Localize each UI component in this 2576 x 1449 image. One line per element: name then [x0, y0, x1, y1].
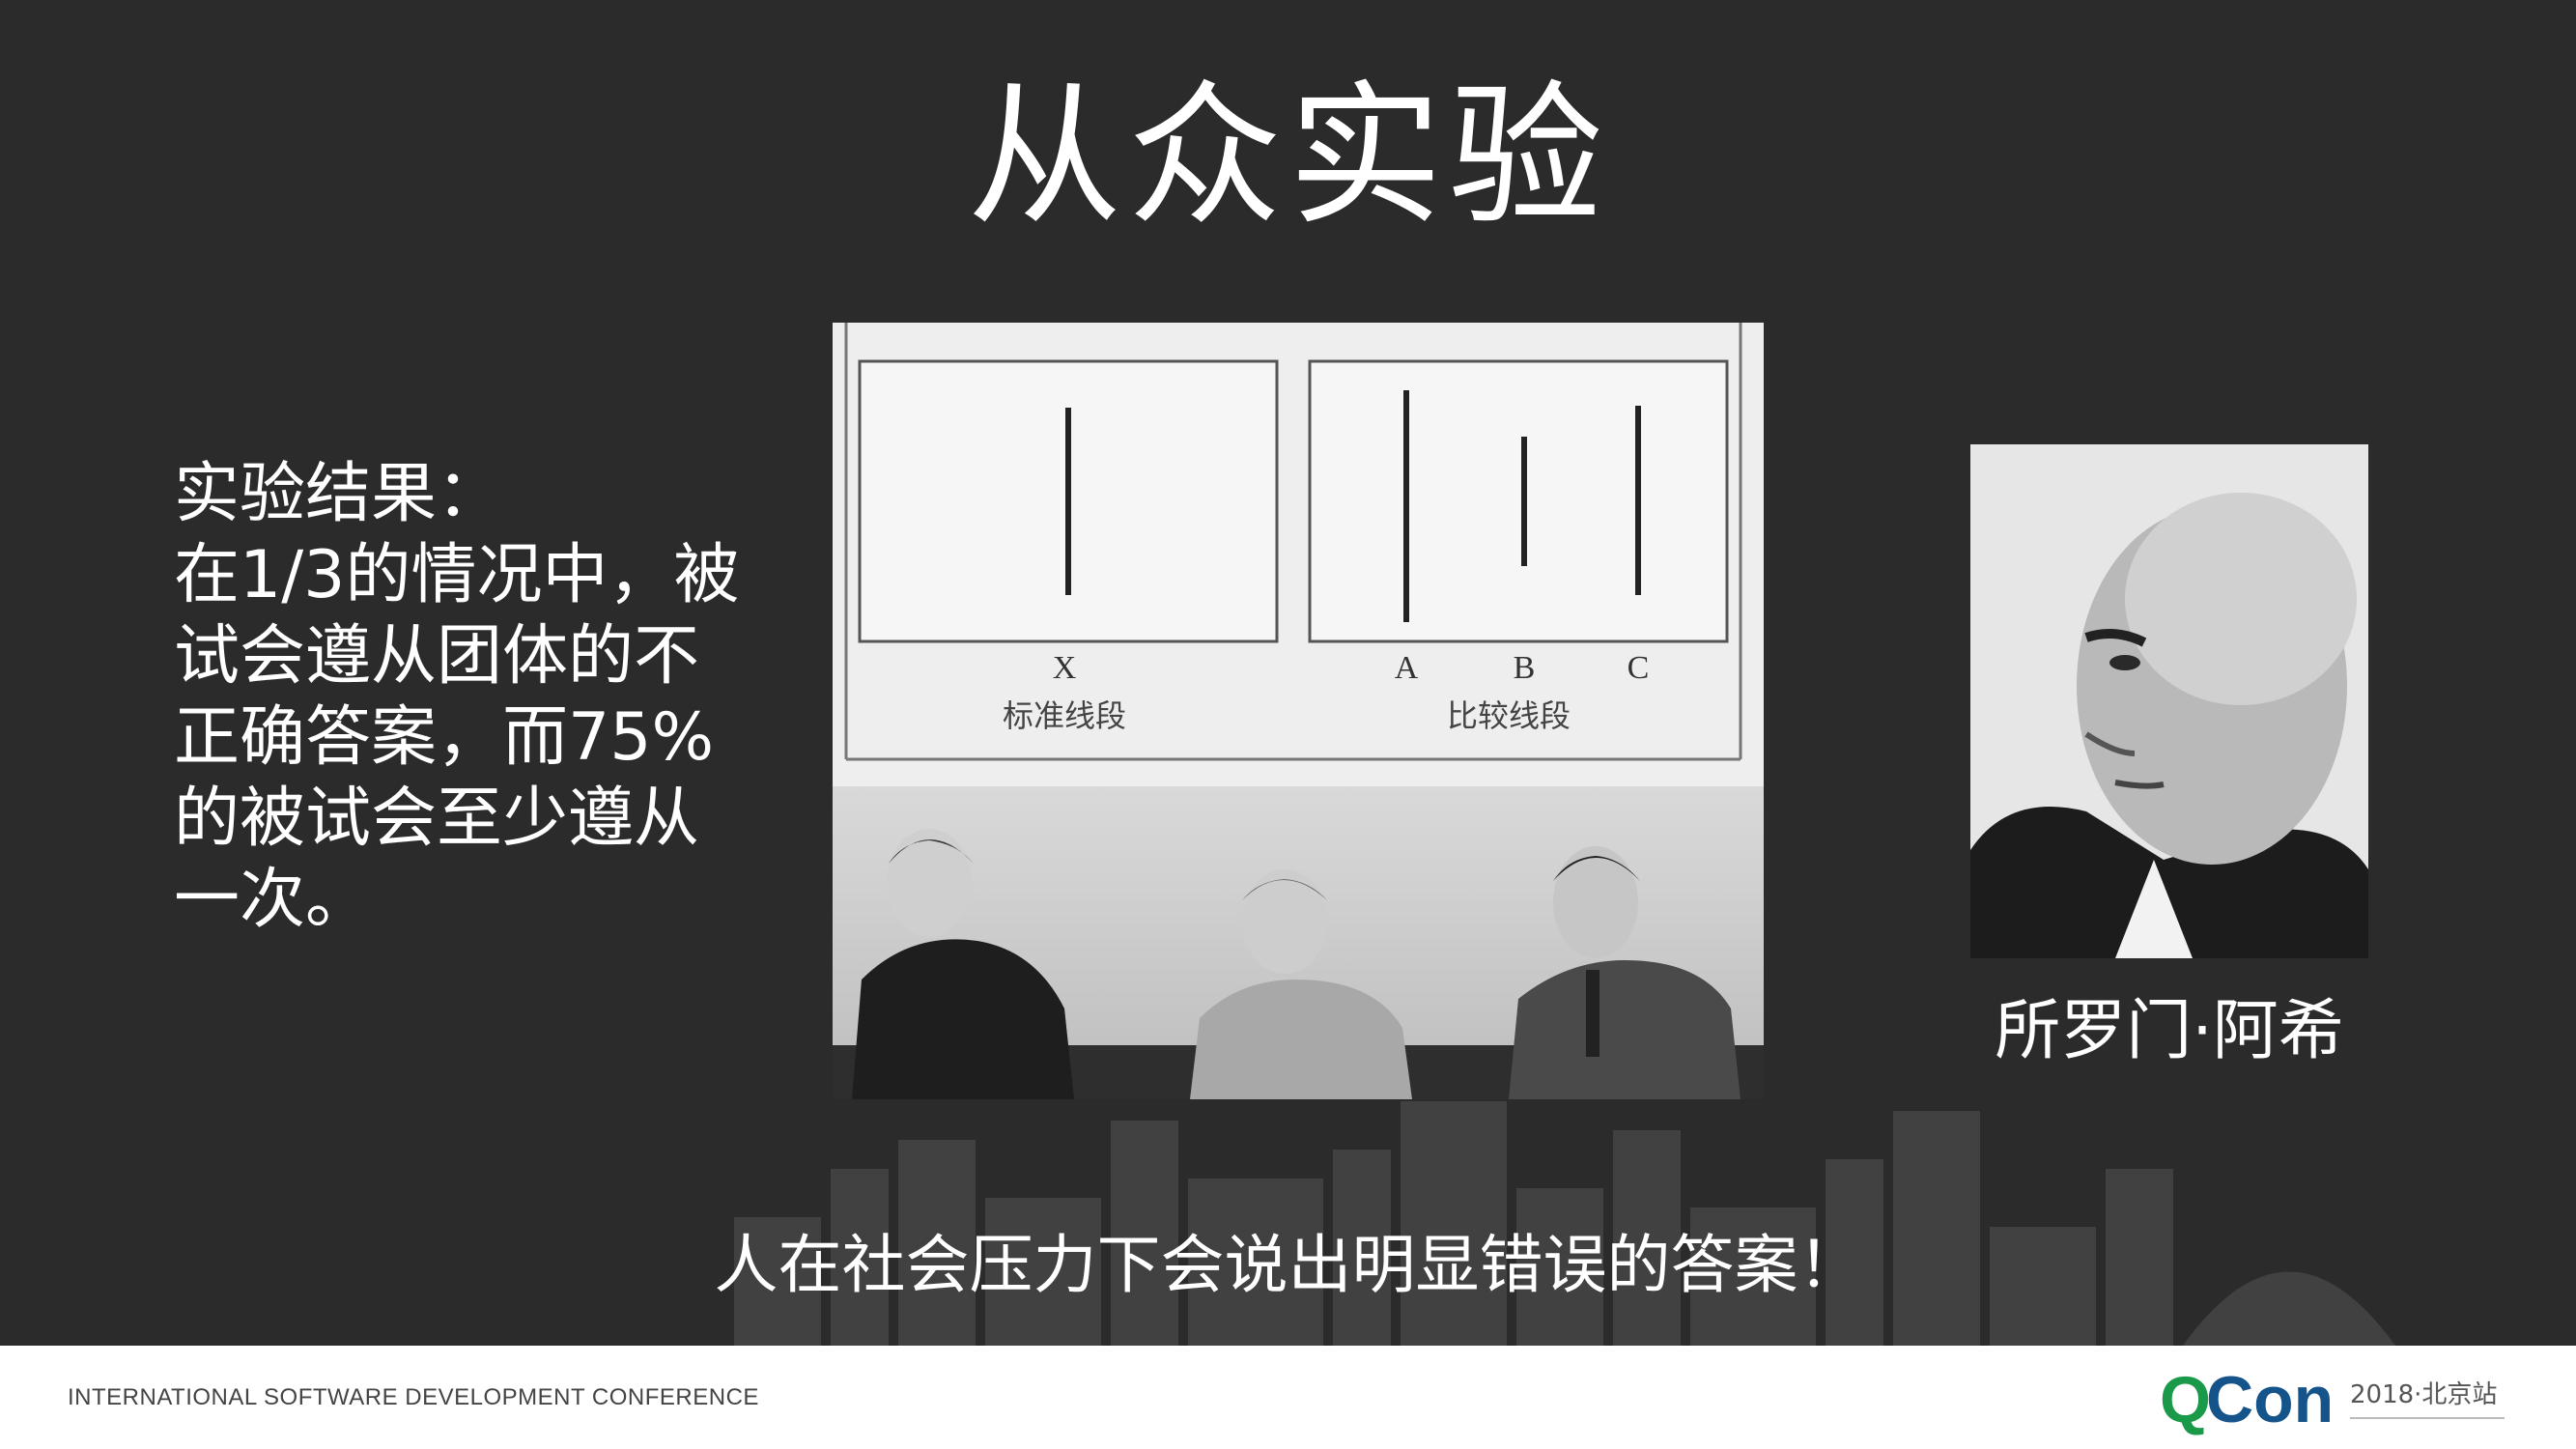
solomon-asch-portrait [1970, 444, 2368, 958]
logo-edition: 2018·北京站 [2350, 1380, 2498, 1409]
result-line: 试会遵从团体的不 [174, 618, 700, 695]
footer: INTERNATIONAL SOFTWARE DEVELOPMENT CONFE… [0, 1346, 2576, 1449]
result-line: 正确答案，而75% [174, 699, 715, 776]
comparison-label: 比较线段 [1447, 697, 1571, 734]
result-line: 在1/3的情况中，被 [174, 537, 740, 613]
comparison-letter-b: B [1514, 650, 1536, 686]
conference-name: INTERNATIONAL SOFTWARE DEVELOPMENT CONFE… [68, 1384, 759, 1410]
standard-letter: X [1053, 650, 1077, 686]
comparison-letter-c: C [1628, 650, 1650, 686]
conclusion-text: 人在社会压力下会说出明显错误的答案！ [714, 1228, 1862, 1302]
logo-q: Q [2160, 1363, 2211, 1436]
asch-figure: X A B C 标准线段 比较线段 [833, 323, 1764, 1099]
logo-con: Con [2206, 1363, 2335, 1436]
standard-label: 标准线段 [1003, 697, 1126, 734]
experiment-result-text: 实验结果： 在1/3的情况中，被 试会遵从团体的不 正确答案，而75% 的被试会… [174, 454, 773, 941]
logo-divider [2350, 1417, 2505, 1419]
experiment-photo [833, 786, 1764, 1099]
skyline-watermark [734, 1101, 2395, 1346]
portrait-caption: 所罗门·阿希 [1995, 993, 2344, 1069]
result-line: 一次。 [174, 862, 372, 938]
result-line: 实验结果： [174, 456, 503, 532]
result-line: 的被试会至少遵从 [174, 781, 700, 857]
line-comparison-diagram: X A B C 标准线段 比较线段 [833, 323, 1764, 786]
comparison-letter-a: A [1395, 650, 1419, 686]
slide-title: 从众实验 [967, 66, 1609, 246]
slide: 从众实验 实验结果： 在1/3的情况中，被 试会遵从团体的不 正确答案，而75%… [174, 66, 2395, 1346]
